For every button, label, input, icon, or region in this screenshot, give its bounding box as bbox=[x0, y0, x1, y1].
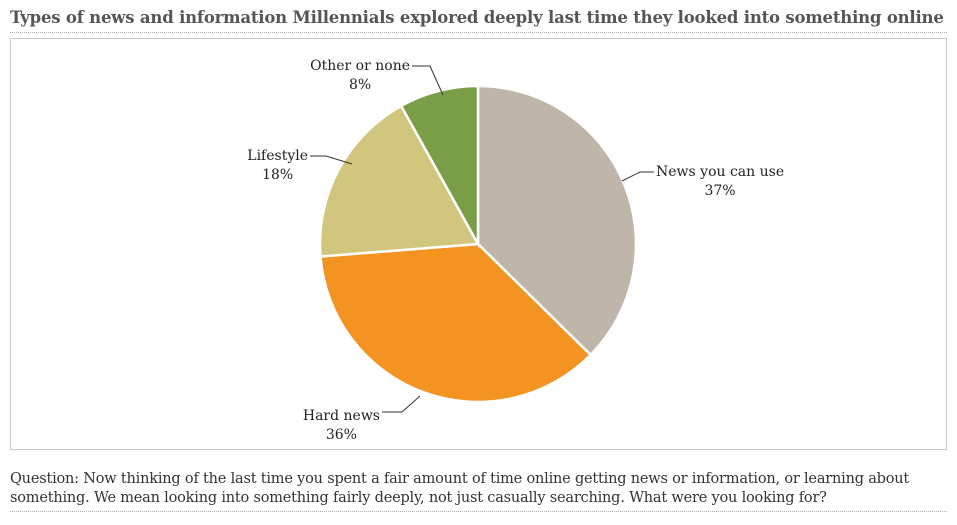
slice-value: 36% bbox=[326, 427, 357, 443]
leader-line bbox=[412, 65, 444, 96]
pie-slice-hard-news bbox=[319, 242, 593, 404]
chart-title: Types of news and information Millennial… bbox=[10, 8, 944, 27]
slice-value: 18% bbox=[262, 167, 293, 183]
leader-line bbox=[621, 171, 654, 182]
slice-label: Other or none bbox=[310, 58, 410, 74]
slice-value: 8% bbox=[349, 77, 371, 93]
slice-label: Hard news bbox=[303, 408, 380, 424]
chart-area bbox=[10, 38, 947, 450]
pie-slice-lifestyle bbox=[318, 104, 481, 258]
pie-slice-news-you-can-use bbox=[476, 84, 638, 357]
title-divider bbox=[10, 32, 947, 33]
slice-value: 37% bbox=[704, 183, 735, 199]
slice-label: News you can use bbox=[656, 164, 784, 180]
leader-line bbox=[382, 395, 421, 413]
pie-slice-other-or-none bbox=[399, 84, 480, 249]
question-note: Question: Now thinking of the last time … bbox=[10, 471, 910, 506]
pie-chart: News you can use 37% Hard news 36% Lifestyle… bbox=[247, 58, 784, 443]
note-divider bbox=[10, 511, 947, 512]
leader-line bbox=[310, 155, 353, 165]
slice-label: Lifestyle bbox=[247, 148, 308, 164]
